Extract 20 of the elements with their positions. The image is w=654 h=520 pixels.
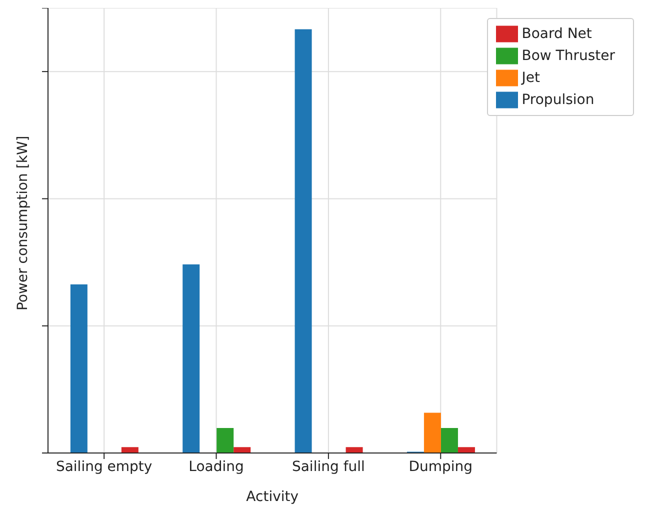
- bar: [182, 264, 200, 453]
- bar: [70, 284, 88, 453]
- bar: [440, 428, 458, 453]
- bar: [234, 447, 251, 453]
- legend-label: Jet: [522, 70, 540, 86]
- bar: [458, 447, 475, 453]
- x-axis-title: Activity: [246, 489, 299, 505]
- y-axis-title: Power consumption [kW]: [14, 136, 31, 310]
- bar: [294, 29, 312, 453]
- bar: [424, 412, 441, 453]
- x-tick-label: Loading: [188, 458, 244, 475]
- x-tick-label: Dumping: [408, 458, 473, 475]
- legend-label: Bow Thruster: [522, 48, 615, 64]
- x-tick-label: Sailing full: [292, 458, 365, 475]
- x-tick-label: Sailing empty: [56, 458, 152, 475]
- bar: [121, 447, 138, 453]
- bar: [216, 428, 234, 453]
- bar: [346, 447, 363, 453]
- legend-label: Board Net: [522, 26, 592, 42]
- legend-label: Propulsion: [522, 92, 594, 108]
